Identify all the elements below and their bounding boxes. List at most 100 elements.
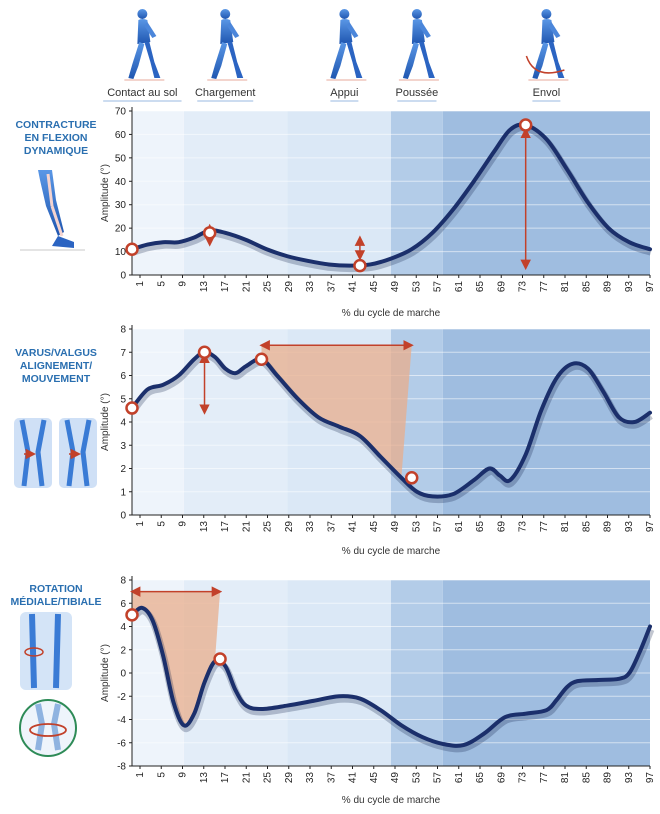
figure-leg-front [346, 42, 363, 78]
swing-arc [525, 55, 565, 74]
series-line [130, 605, 652, 748]
x-tick-label: 1 [135, 281, 146, 287]
leg-pair-bg [59, 418, 97, 488]
figure-head [339, 9, 350, 19]
y-tick-label: 6 [120, 599, 126, 610]
x-tick-label: 13 [199, 521, 210, 533]
x-tick-label: 73 [518, 521, 529, 533]
x-tick-label: 33 [305, 521, 316, 533]
shaded-region [132, 591, 221, 726]
figure-arm [346, 22, 359, 38]
x-tick-label: 53 [411, 281, 422, 293]
phase-label-3: Appui [330, 87, 358, 99]
data-marker [125, 242, 139, 256]
side-title-line: EN FLEXION [24, 132, 87, 144]
x-axis-title: % du cycle de marche [342, 546, 441, 557]
x-tick-label: 81 [560, 521, 571, 533]
x-tick-label: 5 [156, 281, 167, 287]
x-tick-label: 37 [326, 772, 337, 784]
y-tick-label: 7 [120, 348, 126, 359]
x-tick-label: 97 [645, 281, 656, 293]
x-tick-label: 21 [241, 281, 252, 293]
x-tick-label: 1 [135, 521, 146, 527]
data-marker [125, 608, 139, 622]
y-axis-title: Amplitude (°) [100, 644, 111, 702]
y-tick-label: 0 [120, 669, 126, 680]
x-axis-title: % du cycle de marche [342, 795, 441, 806]
figure-head [137, 9, 148, 19]
x-tick-label: 45 [369, 772, 380, 784]
y-tick-label: 30 [115, 200, 127, 211]
data-marker [254, 352, 269, 366]
x-tick-label: 65 [475, 772, 486, 784]
figure-arm [144, 22, 157, 38]
x-tick-label: 5 [156, 772, 167, 778]
x-tick-label: 69 [496, 521, 507, 533]
y-tick-label: 6 [120, 371, 126, 382]
side-illustrations [14, 170, 97, 757]
side-title-line: VARUS/VALGUS [15, 347, 97, 359]
x-tick-label: 49 [390, 772, 401, 784]
x-tick-label: 89 [603, 281, 614, 293]
x-tick-label: 21 [241, 772, 252, 784]
x-tick-label: 89 [603, 772, 614, 784]
x-tick-label: 9 [178, 281, 189, 287]
x-tick-label: 53 [411, 521, 422, 533]
y-tick-label: 8 [120, 576, 126, 587]
phase-band [183, 111, 288, 275]
figure-arm [548, 22, 561, 38]
joint-circle [19, 699, 77, 757]
y-tick-label: 1 [120, 487, 126, 498]
x-axis-title: % du cycle de marche [342, 308, 441, 319]
figure-leg-back [402, 42, 419, 79]
y-tick-label: 4 [120, 418, 126, 429]
figure-leg-back [330, 42, 347, 79]
y-tick-label: -8 [117, 762, 126, 773]
y-tick-label: 0 [120, 271, 126, 282]
x-tick-label: 57 [433, 772, 444, 784]
x-tick-label: 29 [284, 521, 295, 533]
x-tick-label: 53 [411, 772, 422, 784]
x-tick-label: 5 [156, 521, 167, 527]
x-tick-label: 81 [560, 772, 571, 784]
x-tick-label: 93 [624, 772, 635, 784]
x-tick-label: 45 [369, 521, 380, 533]
phase-band [287, 111, 391, 275]
x-tick-label: 25 [263, 281, 274, 293]
y-tick-label: 8 [120, 325, 126, 336]
x-tick-label: 97 [645, 521, 656, 533]
data-marker [125, 401, 139, 415]
walking-figure-icon [207, 9, 248, 81]
x-tick-label: 57 [433, 521, 444, 533]
walking-figure-icon [124, 9, 165, 81]
x-tick-label: 33 [305, 281, 316, 293]
figure-leg-back [128, 42, 145, 79]
x-tick-label: 65 [475, 521, 486, 533]
x-tick-label: 85 [581, 521, 592, 533]
data-marker [197, 345, 212, 359]
x-tick-label: 89 [603, 521, 614, 533]
data-marker [404, 471, 419, 485]
y-tick-label: -4 [117, 715, 126, 726]
side-title-line: MÉDIALE/TIBIALE [11, 595, 102, 608]
y-axis-title: Amplitude (°) [100, 164, 111, 222]
x-tick-label: 17 [220, 521, 231, 533]
x-tick-label: 85 [581, 281, 592, 293]
x-tick-label: 1 [135, 772, 146, 778]
leg-flexion-icon [20, 170, 85, 251]
walking-figure-icon [525, 9, 569, 81]
y-tick-label: 50 [115, 153, 127, 164]
x-tick-label: 9 [178, 521, 189, 527]
y-axis-title: Amplitude (°) [100, 393, 111, 451]
x-tick-label: 21 [241, 521, 252, 533]
y-tick-label: 20 [115, 224, 127, 235]
figure-head [220, 9, 231, 19]
side-title-line: MOUVEMENT [22, 373, 91, 385]
y-tick-label: -2 [117, 692, 126, 703]
x-tick-label: 77 [539, 281, 550, 293]
y-tick-label: 10 [115, 247, 127, 258]
x-tick-label: 49 [390, 521, 401, 533]
x-tick-label: 33 [305, 772, 316, 784]
